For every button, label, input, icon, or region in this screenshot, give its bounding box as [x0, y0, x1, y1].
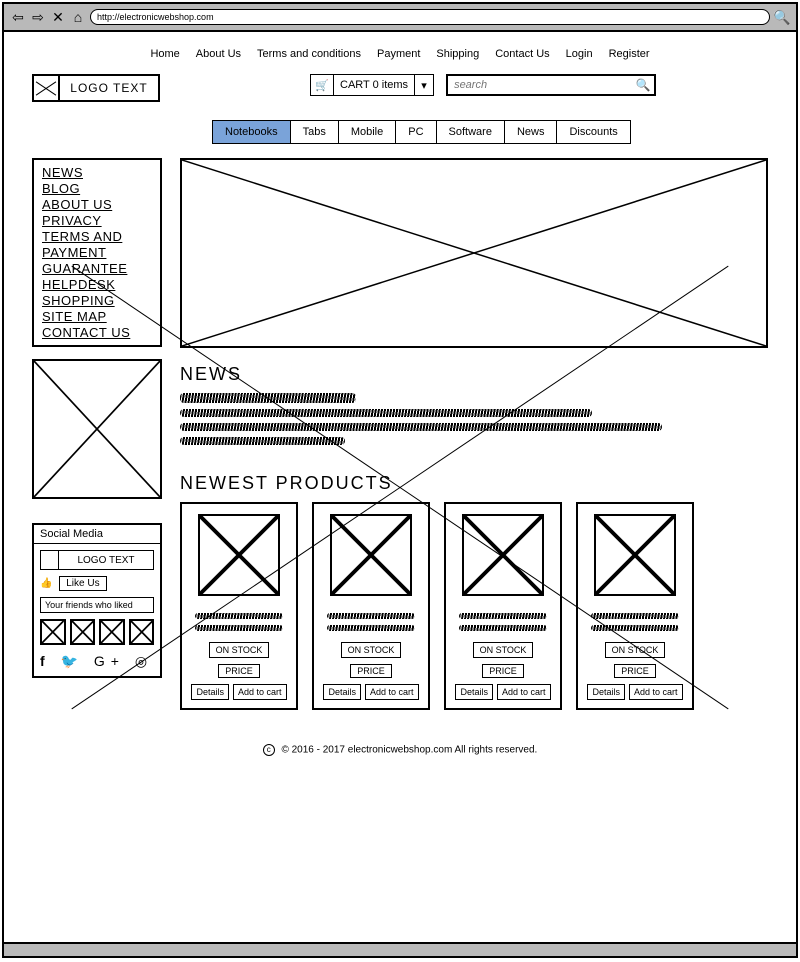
product-card: ON STOCK PRICE DetailsAdd to cart [444, 502, 562, 710]
hero-image [180, 158, 768, 348]
back-icon[interactable]: ⇦ [10, 9, 26, 25]
side-link[interactable]: CONTACT US [42, 325, 152, 340]
topnav-link[interactable]: Terms and conditions [257, 48, 361, 60]
category-tab[interactable]: Mobile [339, 121, 396, 143]
friend-avatar [40, 619, 66, 645]
topnav-link[interactable]: Home [150, 48, 179, 60]
topnav-link[interactable]: Contact Us [495, 48, 549, 60]
topnav-link[interactable]: About Us [196, 48, 241, 60]
product-card: ON STOCK PRICE DetailsAdd to cart [312, 502, 430, 710]
stock-badge: ON STOCK [473, 642, 534, 658]
side-menu: NEWSBLOGABOUT USPRIVACYTERMS ANDPAYMENTG… [32, 158, 162, 347]
add-to-cart-button[interactable]: Add to cart [233, 684, 287, 700]
news-heading: NEWS [180, 364, 768, 385]
stop-icon[interactable]: ✕ [50, 9, 66, 25]
topnav-link[interactable]: Shipping [436, 48, 479, 60]
cart-dropdown-icon[interactable]: ▾ [415, 79, 433, 92]
forward-icon[interactable]: ⇨ [30, 9, 46, 25]
friend-avatar [70, 619, 96, 645]
social-header: Social Media [34, 525, 160, 544]
cart-icon: 🛒 [311, 79, 333, 92]
cart-button[interactable]: 🛒 CART 0 items ▾ [310, 74, 434, 96]
topnav-link[interactable]: Register [609, 48, 650, 60]
cart-label: CART 0 items [333, 75, 415, 95]
side-link[interactable]: NEWS [42, 165, 152, 180]
side-link[interactable]: SITE MAP [42, 309, 152, 324]
logo-text: LOGO TEXT [60, 81, 158, 95]
price-badge: PRICE [350, 664, 392, 678]
category-tab[interactable]: Discounts [557, 121, 629, 143]
details-button[interactable]: Details [323, 684, 361, 700]
add-to-cart-button[interactable]: Add to cart [629, 684, 683, 700]
stock-badge: ON STOCK [341, 642, 402, 658]
product-list: ON STOCKPRICEDetailsAdd to cartON STOCKP… [180, 502, 768, 710]
product-title [591, 613, 679, 619]
details-button[interactable]: Details [587, 684, 625, 700]
copyright-icon: c [263, 744, 275, 756]
category-tab[interactable]: Tabs [291, 121, 339, 143]
like-button[interactable]: Like Us [59, 576, 106, 591]
products-heading: NEWEST PRODUCTS [180, 473, 768, 494]
social-logo-image-icon [41, 551, 59, 569]
category-tab[interactable]: Notebooks [213, 121, 291, 143]
toolbar-search-icon[interactable]: 🔍 [774, 9, 790, 25]
details-button[interactable]: Details [455, 684, 493, 700]
category-tab[interactable]: PC [396, 121, 436, 143]
logo-image-icon [34, 75, 60, 101]
social-media-box: Social Media LOGO TEXT 👍 Like Us Your fr… [32, 523, 162, 678]
side-link[interactable]: HELPDESK [42, 277, 152, 292]
product-desc [195, 625, 283, 631]
friends-label: Your friends who liked [40, 597, 154, 613]
topnav-link[interactable]: Payment [377, 48, 420, 60]
product-desc [459, 625, 547, 631]
product-card: ON STOCK PRICE DetailsAdd to cart [180, 502, 298, 710]
product-image [198, 514, 280, 596]
top-nav: Home About Us Terms and conditions Payment S… [32, 48, 768, 60]
home-icon[interactable]: ⌂ [70, 9, 86, 25]
social-logo: LOGO TEXT [40, 550, 154, 570]
product-image [594, 514, 676, 596]
category-tab[interactable]: Software [437, 121, 505, 143]
thumbs-up-icon: 👍 [40, 578, 52, 589]
product-desc [327, 625, 415, 631]
side-link[interactable]: ABOUT US [42, 197, 152, 212]
side-link[interactable]: PAYMENT [42, 245, 152, 260]
side-link[interactable]: GUARANTEE [42, 261, 152, 276]
social-icons[interactable]: f 🐦 G+ ◎ [40, 653, 154, 670]
side-link[interactable]: SHOPPING [42, 293, 152, 308]
stock-badge: ON STOCK [209, 642, 270, 658]
friend-avatar [129, 619, 155, 645]
search-box: 🔍 [446, 74, 656, 96]
friend-avatar [99, 619, 125, 645]
category-tabs: NotebooksTabsMobilePCSoftwareNewsDiscoun… [212, 120, 631, 144]
add-to-cart-button[interactable]: Add to cart [497, 684, 551, 700]
browser-status-bar [4, 942, 796, 956]
product-image [330, 514, 412, 596]
price-badge: PRICE [218, 664, 260, 678]
stock-badge: ON STOCK [605, 642, 666, 658]
site-logo[interactable]: LOGO TEXT [32, 74, 160, 102]
search-input[interactable] [448, 79, 632, 91]
price-badge: PRICE [482, 664, 524, 678]
social-logo-text: LOGO TEXT [59, 555, 153, 566]
product-title [327, 613, 415, 619]
side-link[interactable]: PRIVACY [42, 213, 152, 228]
search-icon[interactable]: 🔍 [632, 78, 654, 92]
address-bar[interactable]: http://electronicwebshop.com [90, 9, 770, 25]
product-title [459, 613, 547, 619]
topnav-link[interactable]: Login [566, 48, 593, 60]
side-link[interactable]: TERMS AND [42, 229, 152, 244]
category-tab[interactable]: News [505, 121, 558, 143]
sidebar-ad-image [32, 359, 162, 499]
product-card: ON STOCK PRICE DetailsAdd to cart [576, 502, 694, 710]
add-to-cart-button[interactable]: Add to cart [365, 684, 419, 700]
price-badge: PRICE [614, 664, 656, 678]
browser-toolbar: ⇦ ⇨ ✕ ⌂ http://electronicwebshop.com 🔍 [4, 4, 796, 32]
details-button[interactable]: Details [191, 684, 229, 700]
product-image [462, 514, 544, 596]
side-link[interactable]: BLOG [42, 181, 152, 196]
footer: c © 2016 - 2017 electronicwebshop.com Al… [32, 744, 768, 756]
footer-text: © 2016 - 2017 electronicwebshop.com All … [281, 745, 537, 756]
